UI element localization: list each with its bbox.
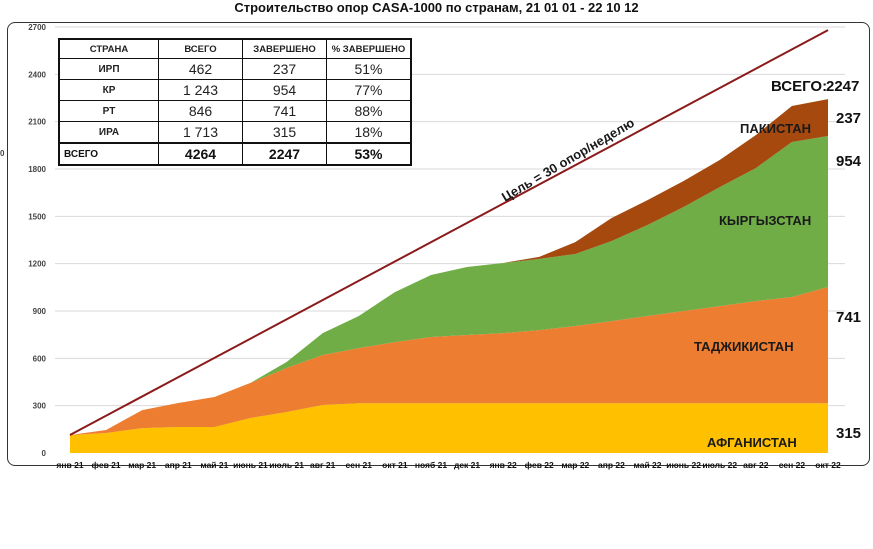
target-line-label: Цель = 30 опор/неделю: [499, 115, 637, 205]
x-tick-label: июль 22: [702, 460, 737, 470]
afghanistan-value: 315: [836, 425, 861, 442]
table-row: ИРП 462 237 51%: [58, 58, 412, 80]
cell-done: 315: [242, 121, 327, 144]
x-tick-label: сен 21: [346, 460, 373, 470]
x-tick-label: окт 21: [382, 460, 408, 470]
y-axis-ticks: 0 300 600 900 1200 1500 1800 2100 2400 2700: [28, 23, 46, 458]
table-header-row: СТРАНА ВСЕГО ЗАВЕРШЕНО % ЗАВЕРШЕНО: [58, 38, 412, 59]
y-tick-label: 300: [33, 402, 47, 411]
table-row: КР 1 243 954 77%: [58, 79, 412, 101]
target-line: [69, 29, 829, 436]
cell-pct: 53%: [326, 142, 412, 166]
x-tick-label: нояб 21: [415, 460, 448, 470]
x-tick-label: мар 21: [128, 460, 156, 470]
x-tick-label: фев 22: [525, 460, 554, 470]
table-total-row: ВСЕГО 4264 2247 53%: [58, 142, 412, 166]
cell-country: КР: [58, 79, 159, 101]
y-tick-label: 2400: [28, 70, 46, 79]
cell-total: 4264: [158, 142, 243, 166]
cell-pct: 51%: [326, 58, 412, 80]
pakistan-label: ПАКИСТАН: [740, 121, 811, 136]
x-tick-label: май 22: [634, 460, 662, 470]
x-tick-label: фев 21: [92, 460, 121, 470]
y-tick-label: 1500: [28, 212, 46, 221]
chart-title: Строительство опор CASA-1000 по странам,…: [234, 0, 639, 15]
afghanistan-label: АФГАНИСТАН: [707, 435, 797, 450]
area-afghanistan: [70, 403, 828, 453]
cell-pct: 77%: [326, 79, 412, 101]
stacked-areas: [70, 99, 828, 453]
header-country: СТРАНА: [58, 38, 159, 59]
stray-axis-label: 0: [0, 149, 5, 158]
x-tick-label: июнь 21: [233, 460, 268, 470]
cell-total: 462: [158, 58, 243, 80]
x-tick-label: авг 21: [310, 460, 336, 470]
pakistan-value: 237: [836, 110, 861, 127]
y-tick-label: 1200: [28, 260, 46, 269]
total-value: 2247: [826, 78, 859, 95]
cell-pct: 18%: [326, 121, 412, 144]
y-tick-label: 900: [33, 307, 47, 316]
x-tick-label: июнь 22: [666, 460, 701, 470]
tajikistan-label: ТАДЖИКИСТАН: [694, 339, 794, 354]
y-tick-label: 1800: [28, 165, 46, 174]
cell-total: 1 713: [158, 121, 243, 144]
cell-country: ИРП: [58, 58, 159, 80]
cell-total: 1 243: [158, 79, 243, 101]
y-tick-label: 2100: [28, 118, 46, 127]
header-pct: % ЗАВЕРШЕНО: [326, 38, 412, 59]
total-label: ВСЕГО:: [771, 78, 827, 95]
kyrgyzstan-value: 954: [836, 153, 862, 170]
x-tick-label: июль 21: [269, 460, 304, 470]
summary-table: СТРАНА ВСЕГО ЗАВЕРШЕНО % ЗАВЕРШЕНО ИРП 4…: [58, 38, 412, 166]
y-tick-label: 0: [42, 449, 47, 458]
table-row: РТ 846 741 88%: [58, 100, 412, 122]
x-tick-label: янв 22: [490, 460, 517, 470]
table-row: ИРА 1 713 315 18%: [58, 121, 412, 144]
x-tick-label: янв 21: [56, 460, 83, 470]
area-kyrgyzstan: [70, 136, 828, 435]
x-tick-label: сен 22: [779, 460, 806, 470]
cell-country: ИРА: [58, 121, 159, 144]
x-tick-label: апр 22: [598, 460, 625, 470]
cell-done: 2247: [242, 142, 327, 166]
area-tajikistan: [70, 287, 828, 435]
cell-done: 237: [242, 58, 327, 80]
x-tick-label: дек 21: [454, 460, 480, 470]
x-tick-label: окт 22: [815, 460, 841, 470]
cell-done: 741: [242, 100, 327, 122]
y-tick-label: 600: [33, 354, 47, 363]
y-tick-label: 2700: [28, 23, 46, 32]
x-tick-label: мар 22: [561, 460, 589, 470]
x-axis-ticks: янв 21 фев 21 мар 21 апр 21 май 21 июнь 21 июл…: [56, 460, 841, 470]
cell-done: 954: [242, 79, 327, 101]
kyrgyzstan-label: КЫРГЫЗСТАН: [719, 213, 811, 228]
cell-total: 846: [158, 100, 243, 122]
x-tick-label: май 21: [200, 460, 228, 470]
cell-country: ВСЕГО: [58, 142, 159, 166]
header-done: ЗАВЕРШЕНО: [242, 38, 327, 59]
cell-pct: 88%: [326, 100, 412, 122]
cell-country: РТ: [58, 100, 159, 122]
tajikistan-value: 741: [836, 309, 861, 326]
header-total: ВСЕГО: [158, 38, 243, 59]
x-tick-label: авг 22: [743, 460, 769, 470]
x-tick-label: апр 21: [165, 460, 192, 470]
